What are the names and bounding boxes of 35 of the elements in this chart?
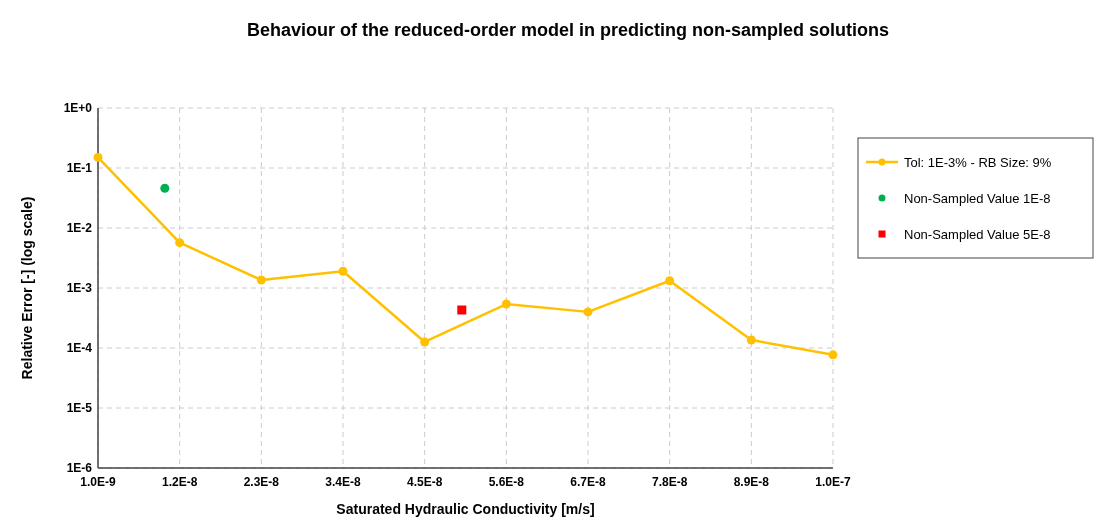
y-tick-label: 1E-4 xyxy=(66,341,93,356)
point xyxy=(746,335,756,345)
point xyxy=(583,307,593,317)
point xyxy=(160,183,170,193)
legend-label: Tol: 1E-3% - RB Size: 9% xyxy=(904,154,1052,170)
chart-title: Behaviour of the reduced-order model in predicting non-sampled solutions xyxy=(246,20,890,40)
point xyxy=(420,337,430,347)
point xyxy=(93,152,103,162)
x-tick-label: 7.8E-8 xyxy=(651,475,688,489)
y-tick-label: 1E+0 xyxy=(63,101,93,116)
point xyxy=(828,350,838,360)
y-tick-label: 1E-5 xyxy=(66,401,93,416)
y-tick-label: 1E-1 xyxy=(66,161,93,176)
x-tick-label: 2.3E-8 xyxy=(243,475,280,489)
x-tick-label: 3.4E-8 xyxy=(325,475,361,489)
point xyxy=(338,266,348,276)
point xyxy=(175,238,185,248)
x-tick-label: 5.6E-8 xyxy=(488,475,525,489)
legend-label: Non-Sampled Value 5E-8 xyxy=(904,226,1051,242)
legend-label: Non-Sampled Value 1E-8 xyxy=(904,190,1051,206)
point xyxy=(256,275,266,285)
x-tick-label: 1.0E-9 xyxy=(80,475,116,489)
y-tick-label: 1E-6 xyxy=(66,461,93,476)
y-axis-title: Relative Error [-] (log scale) xyxy=(19,196,35,380)
y-tick-label: 1E-3 xyxy=(66,281,93,296)
x-tick-label: 1.0E-7 xyxy=(815,475,851,489)
point xyxy=(457,305,467,315)
x-tick-label: 6.7E-8 xyxy=(570,475,606,489)
x-axis-title: Saturated Hydraulic Conductivity [m/s] xyxy=(336,501,595,517)
x-tick-label: 8.9E-8 xyxy=(733,475,770,489)
y-tick-label: 1E-2 xyxy=(66,221,93,236)
point xyxy=(665,276,675,286)
x-tick-label: 4.5E-8 xyxy=(406,475,443,489)
point xyxy=(501,299,511,309)
x-tick-label: 1.2E-8 xyxy=(161,475,198,489)
